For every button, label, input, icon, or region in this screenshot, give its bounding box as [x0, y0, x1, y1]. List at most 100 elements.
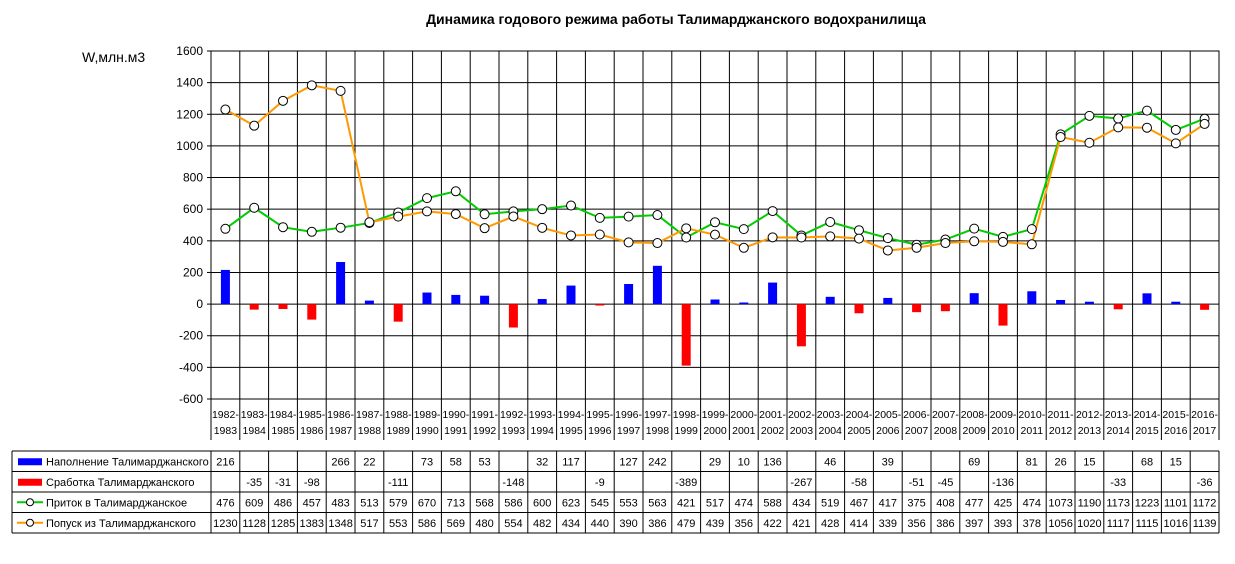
table-value: 440 — [591, 518, 609, 530]
table-value: 422 — [763, 518, 781, 530]
table-value: 216 — [216, 456, 234, 468]
table-value: 414 — [850, 518, 868, 530]
series-lines — [220, 80, 1210, 256]
table-value: -148 — [502, 477, 524, 489]
x-tick-label: 1986- — [327, 409, 354, 421]
table-value: 563 — [648, 497, 666, 509]
data-point — [537, 204, 548, 215]
bar — [998, 304, 1008, 326]
table-value: 22 — [363, 456, 375, 468]
legend-key-bar — [18, 478, 42, 486]
data-point — [566, 200, 576, 211]
table-value: 586 — [418, 518, 436, 530]
bar — [710, 299, 720, 305]
data-point — [681, 232, 692, 243]
table-value: 378 — [1023, 518, 1041, 530]
table-value: 609 — [245, 497, 263, 509]
table-value: 375 — [907, 497, 925, 509]
table-value: -136 — [992, 477, 1014, 489]
bar — [307, 304, 317, 320]
data-point — [393, 211, 404, 222]
table-value: 393 — [994, 518, 1012, 530]
data-point — [450, 186, 461, 197]
x-tick-label: 1992 — [473, 425, 497, 437]
table-value: 579 — [389, 497, 407, 509]
x-tick-label: 2007- — [932, 409, 959, 421]
bar — [595, 304, 605, 306]
table-value: 600 — [533, 497, 551, 509]
table-value: 1073 — [1048, 497, 1072, 509]
chart-title: Динамика годового режима работы Талимард… — [426, 11, 926, 27]
x-tick-label: 1995 — [559, 425, 583, 437]
bar — [739, 302, 749, 305]
bar — [278, 304, 288, 309]
table-value: 586 — [504, 497, 522, 509]
y-tick-label: -400 — [179, 360, 203, 374]
x-tick-label: 2015- — [1162, 409, 1189, 421]
x-tick-label: 2012- — [1076, 409, 1103, 421]
data-point — [854, 225, 864, 236]
table-value: 136 — [763, 456, 781, 468]
x-tick-label: 2009- — [990, 409, 1017, 421]
bar — [854, 304, 864, 314]
x-tick-label: 1989- — [414, 409, 441, 421]
x-tick-label: 1990- — [442, 409, 469, 421]
data-point — [796, 232, 807, 243]
x-tick-label: 2001 — [732, 425, 756, 437]
data-point — [681, 223, 692, 234]
bar — [624, 284, 634, 305]
x-tick-label: 2007 — [905, 425, 929, 437]
x-tick-label: 1984 — [243, 425, 267, 437]
x-tick-label: 2005 — [847, 425, 871, 437]
x-tick-label: 1991- — [471, 409, 498, 421]
data-point — [594, 229, 605, 240]
x-tick-label: 1987 — [329, 425, 353, 437]
bar — [422, 292, 432, 305]
data-point — [623, 237, 634, 248]
table-value: 1101 — [1164, 497, 1188, 509]
x-tick-label: 1985 — [271, 425, 295, 437]
table-value: 29 — [709, 456, 721, 468]
table-value: -45 — [937, 477, 953, 489]
data-point — [508, 211, 519, 222]
table-value: 713 — [447, 497, 465, 509]
x-tick-label: 2010- — [1018, 409, 1045, 421]
table-value: 356 — [735, 518, 753, 530]
data-point — [652, 238, 663, 249]
y-tick-label: -200 — [179, 329, 203, 343]
table-value: 483 — [331, 497, 349, 509]
x-tick-label: 2003 — [790, 425, 814, 437]
x-tick-label: 2002 — [761, 425, 785, 437]
table-value: 474 — [1023, 497, 1041, 509]
table-value: 390 — [619, 518, 637, 530]
y-tick-label: 0 — [196, 297, 203, 311]
table-value: 339 — [879, 518, 897, 530]
table-value: 457 — [303, 497, 321, 509]
x-tick-label: 1984- — [270, 409, 297, 421]
data-point — [1199, 118, 1210, 129]
table-value: 32 — [536, 456, 548, 468]
table-value: 554 — [504, 518, 522, 530]
data-point — [450, 209, 461, 220]
table-value: 1117 — [1107, 518, 1130, 530]
bar — [249, 304, 259, 310]
legend-label: Попуск из Талимарджанского — [46, 518, 196, 530]
data-point — [969, 223, 980, 234]
table-value: 434 — [792, 497, 810, 509]
table-value: 421 — [792, 518, 810, 530]
table-value: 434 — [562, 518, 580, 530]
data-point — [364, 217, 375, 228]
table-value: -98 — [304, 477, 320, 489]
x-tick-label: 1985- — [298, 409, 325, 421]
table-value: 421 — [677, 497, 695, 509]
table-value: 69 — [968, 456, 980, 468]
data-point — [1084, 137, 1095, 148]
x-tick-label: 2017 — [1193, 425, 1217, 437]
bar — [825, 296, 835, 305]
bar — [537, 299, 547, 305]
table-value: 46 — [824, 456, 836, 468]
data-point — [969, 236, 980, 247]
table-value: 408 — [936, 497, 954, 509]
table-value: 1115 — [1136, 518, 1159, 530]
